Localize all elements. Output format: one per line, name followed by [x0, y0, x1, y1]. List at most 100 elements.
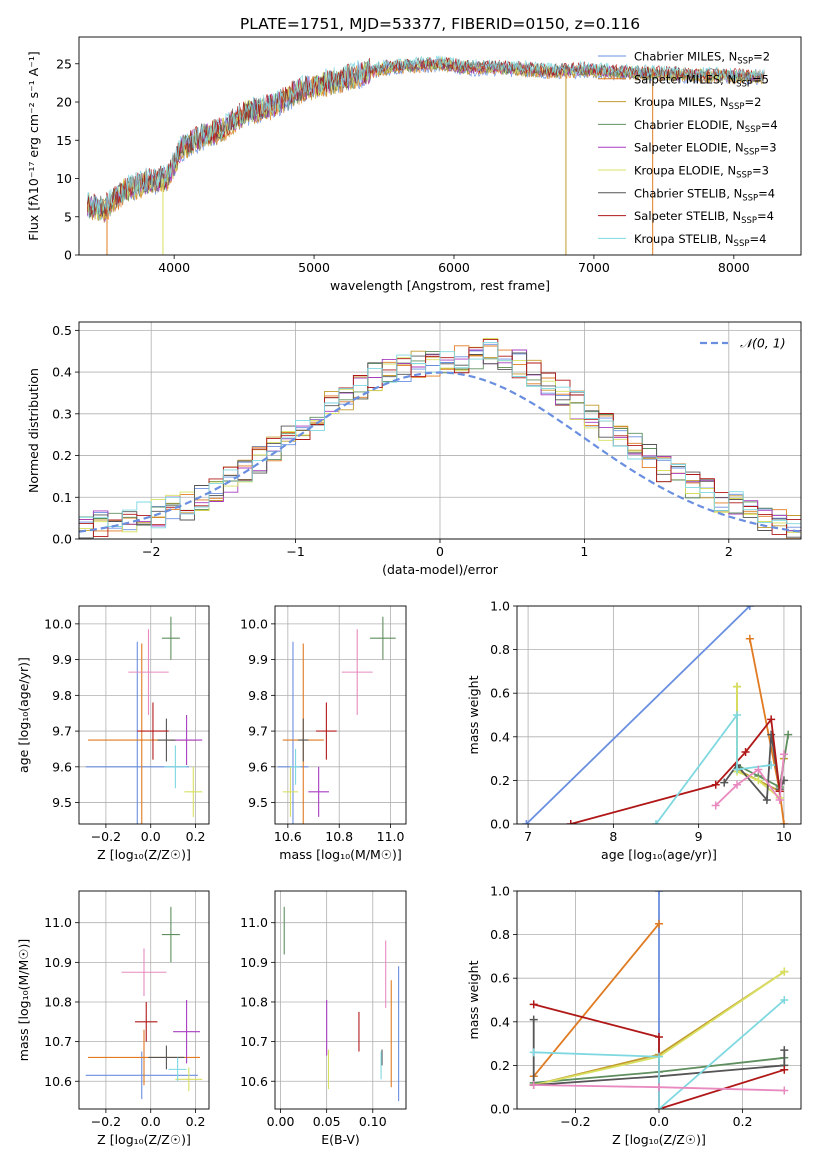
y-tick-label: 0.2 [490, 1058, 510, 1073]
y-tick-label: 9.9 [52, 652, 72, 667]
chart-residuals: −2 −1 0 1 2 0.0 0.1 0.2 0.3 0.4 0.5 (data-model)/er… [26, 321, 802, 577]
axes-frame [78, 605, 210, 825]
legend-label-text: Kroupa STELIB, N [634, 232, 734, 246]
x-tick-label: 9 [695, 829, 703, 844]
y-tick-label: 10 [56, 171, 72, 186]
chart-weight-vs-age: 7 8 9 10 0.0 0.2 0.4 0.6 0.8 1.0 age [log₁₀(age/yr… [466, 599, 802, 862]
x-tick-label: 4000 [158, 260, 190, 275]
y-tick-label: 0.0 [52, 532, 72, 547]
y-tick-label: 11.0 [44, 915, 72, 930]
axes-frame [274, 605, 407, 825]
y-tick-label: 0.4 [490, 1014, 510, 1029]
y-tick-label: 9.7 [52, 724, 72, 739]
plot-area-spectrum [87, 55, 765, 255]
weight-marker [655, 919, 663, 928]
x-axis-label: age [log₁₀(age/yr)] [601, 847, 717, 862]
chart-age-vs-mass: 10.6 10.8 11.0 9.5 9.6 9.7 9.8 9.9 10.0 mass [log… [240, 605, 407, 862]
y-tick-label: 20 [56, 95, 72, 110]
residuals-legend: 𝒩(0, 1) [700, 336, 786, 351]
x-tick-label: −0.2 [560, 1114, 590, 1129]
legend-label-subscript: SSP [745, 125, 761, 135]
chart-spectrum: 4000 5000 6000 7000 8000 0 5 10 15 20 25 wavelength… [26, 36, 802, 293]
x-tick-label: 0.0 [141, 829, 161, 844]
y-tick-label: 0.6 [490, 686, 510, 701]
y-axis-label: mass [log₁₀(M/M☉)] [16, 939, 31, 1061]
y-tick-label: 11.0 [240, 915, 268, 930]
y-tick-label: 9.5 [52, 795, 72, 810]
plot-area-weight-vs-Z [529, 891, 789, 1109]
weight-series-line [533, 923, 660, 1077]
x-tick-label: 0.0 [141, 1114, 161, 1129]
weight-marker [754, 765, 763, 774]
y-tick-label: 10.8 [240, 994, 268, 1009]
legend-label-suffix: =3 [752, 164, 769, 178]
y-tick-label: 15 [56, 133, 72, 148]
legend-label-text: Kroupa ELODIE, N [634, 164, 736, 178]
weight-marker [780, 967, 789, 976]
weight-marker [529, 1015, 538, 1024]
y-tick-label: 0 [64, 248, 72, 263]
legend-label-suffix: =3 [760, 141, 777, 155]
plot-area-residuals [79, 338, 801, 539]
y-tick-label: 0.2 [490, 773, 510, 788]
plot-area-mass-vs-Z [85, 906, 203, 1100]
y-tick-label: 9.8 [52, 688, 72, 703]
x-tick-label: 10.6 [274, 829, 302, 844]
legend-label-text: Kroupa MILES, N [634, 95, 729, 109]
weight-marker [652, 820, 661, 824]
axes-frame [78, 890, 210, 1110]
axes-frame [78, 36, 802, 256]
y-tick-label: 25 [56, 56, 72, 71]
legend-label: Kroupa STELIB, NSSP=4 [634, 232, 766, 249]
legend-label: Chabrier MILES, NSSP=2 [634, 50, 770, 67]
y-tick-label: 9.5 [248, 795, 268, 810]
x-axis-label: E(B-V) [321, 1132, 360, 1147]
y-axis-label: Flux [fλ10⁻¹⁷ erg cm⁻² s⁻¹ A⁻¹] [26, 51, 41, 240]
weight-marker [566, 820, 575, 824]
x-tick-label: −0.2 [91, 1114, 121, 1129]
weight-marker [529, 1048, 538, 1057]
spectrum-legend: Chabrier MILES, NSSP=2 Salpeter MILES, N S… [598, 50, 778, 249]
y-tick-label: 0.8 [490, 927, 510, 942]
x-tick-label: 0.2 [186, 829, 206, 844]
y-tick-label: 1.0 [490, 884, 510, 899]
plot-area-age-vs-mass [277, 616, 396, 824]
weight-marker [720, 778, 729, 787]
y-tick-label: 10.9 [44, 955, 72, 970]
figure-title: PLATE=1751, MJD=53377, FIBERID=0150, z=0… [240, 15, 640, 33]
legend-label-suffix: =4 [758, 186, 775, 200]
x-tick-label: 0.05 [313, 1114, 341, 1129]
chart-mass-vs-ebv: 0.00 0.05 0.10 10.6 10.7 10.8 10.9 11.0 E(B-V) [240, 890, 407, 1147]
histogram-step [79, 342, 801, 539]
weight-marker [784, 730, 793, 739]
chart-mass-vs-Z: −0.2 0.0 0.2 10.6 10.7 10.8 10.9 11.0 Z [log₁₀(Z… [16, 890, 210, 1147]
weight-marker [733, 711, 742, 719]
legend-label-subscript: SSP [744, 148, 760, 158]
legend-label-subscript: SSP [734, 239, 750, 249]
legend-label-text: Salpeter MILES, N [634, 72, 736, 86]
x-tick-label: 1 [580, 544, 588, 559]
legend-label-subscript: SSP [729, 102, 745, 112]
y-tick-label: 10.6 [44, 1074, 72, 1089]
x-tick-label: −2 [142, 544, 160, 559]
legend-label-suffix: =2 [744, 95, 761, 109]
x-tick-label: −1 [286, 544, 304, 559]
weight-marker [711, 801, 720, 810]
x-axis-label: Z [log₁₀(Z/Z☉)] [97, 847, 191, 862]
y-tick-label: 5 [64, 209, 72, 224]
y-axis-label: mass weight [466, 960, 481, 1039]
weight-marker [767, 761, 776, 770]
weight-marker [655, 1052, 663, 1061]
weight-marker [779, 750, 788, 759]
y-tick-label: 0.3 [52, 406, 72, 421]
weight-marker [529, 1081, 538, 1090]
x-tick-label: 11.0 [377, 829, 405, 844]
legend-label: Salpeter STELIB, NSSP=4 [634, 209, 774, 226]
weight-marker [733, 765, 742, 774]
legend-label-subscript: SSP [736, 171, 752, 181]
y-tick-label: 0.0 [490, 1102, 510, 1117]
x-tick-label: 8 [609, 829, 617, 844]
legend-label-subscript: SSP [741, 216, 757, 226]
y-tick-label: 10.7 [44, 1034, 72, 1049]
